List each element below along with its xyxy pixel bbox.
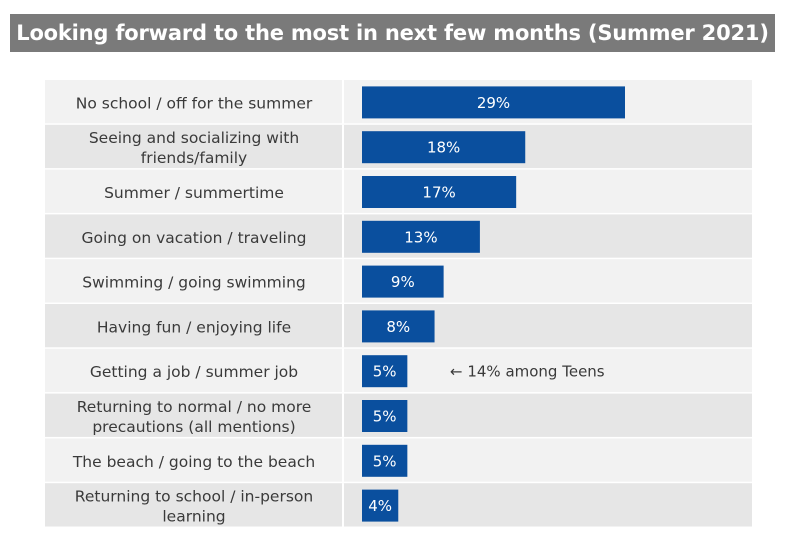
bar (362, 265, 444, 298)
bar (362, 131, 526, 164)
data-label: 17% (422, 184, 455, 202)
bar (362, 220, 480, 253)
data-label: 5% (373, 408, 397, 426)
data-label: 9% (391, 273, 415, 291)
category-label: precautions (all mentions) (92, 418, 295, 436)
chart-title: Looking forward to the most in next few … (10, 14, 775, 52)
row-background (45, 483, 752, 527)
category-label: No school / off for the summer (76, 94, 313, 112)
category-label: Getting a job / summer job (90, 363, 298, 381)
data-label: 4% (368, 497, 392, 515)
category-label: Going on vacation / traveling (81, 229, 306, 247)
bar (362, 489, 399, 522)
data-label: 8% (386, 318, 410, 336)
data-label: 13% (404, 228, 437, 246)
category-label: The beach / going to the beach (72, 453, 315, 471)
annotation-label: ← 14% among Teens (450, 363, 605, 381)
bar (362, 355, 408, 388)
data-label: 29% (477, 94, 510, 112)
category-label: learning (162, 508, 225, 526)
category-label: Having fun / enjoying life (97, 318, 291, 336)
bar (362, 400, 408, 432)
bar (362, 444, 408, 477)
data-label: 5% (373, 452, 397, 470)
category-label: Swimming / going swimming (82, 274, 306, 292)
category-label: Summer / summertime (104, 184, 284, 202)
category-label: Returning to school / in-person (75, 488, 313, 506)
category-label: friends/family (141, 149, 247, 167)
bar (362, 86, 625, 119)
bar (362, 310, 435, 343)
category-label: Returning to normal / no more (77, 398, 312, 416)
category-label: Seeing and socializing with (89, 129, 299, 147)
bar (362, 176, 517, 208)
data-label: 18% (427, 139, 460, 157)
data-label: 5% (373, 363, 397, 381)
